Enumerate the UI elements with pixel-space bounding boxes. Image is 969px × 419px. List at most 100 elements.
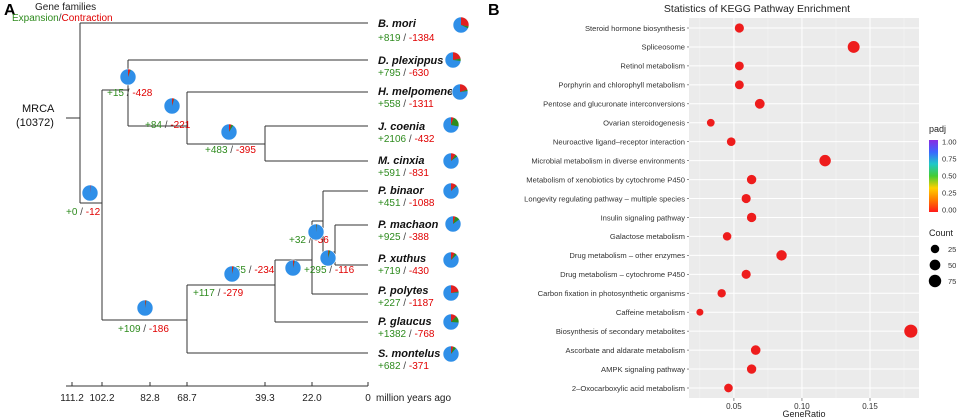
point-biosynthesis-of-secondary-metabolites xyxy=(904,324,918,338)
species-m-cinxia-pie-expansion-slice xyxy=(451,154,458,161)
category-label-caffeine-metabolism: Caffeine metabolism xyxy=(616,308,685,317)
category-label-drug-metabolism-other-enzymes: Drug metabolism – other enzymes xyxy=(569,251,685,260)
species-s-montelus-label: S. montelus xyxy=(378,348,440,360)
node-n_root_split-pie-contraction-slice xyxy=(90,185,91,193)
species-d-plexippus-pie-contraction-slice xyxy=(453,51,461,60)
node-n_pap4-pie-outline xyxy=(319,249,337,267)
node-n_root_split-changes-loss: -12 xyxy=(86,207,101,218)
category-label-porphyrin-and-chlorophyll-metabolism: Porphyrin and chlorophyll metabolism xyxy=(558,81,685,90)
node-n_dplex-changes: +15 / -428 xyxy=(107,88,153,99)
data-points xyxy=(696,23,918,393)
category-label-microbial-metabolism-in-diverse-environments: Microbial metabolism in diverse environm… xyxy=(531,156,685,165)
plot-area xyxy=(689,18,919,398)
species-b-mori-changes: +819 / -1384 xyxy=(378,33,435,44)
species-p-glaucus-pie-expansion-slice xyxy=(451,316,460,323)
pie-charts xyxy=(81,16,470,363)
point-ampk-signaling-pathway xyxy=(746,364,757,374)
internal-node-labels: +0 / -12+15 / -428+84 / -221+483 / -395+… xyxy=(66,88,355,335)
species-h-melpomene-changes-loss: -1311 xyxy=(409,99,434,110)
species-m-cinxia-changes-loss: -831 xyxy=(409,168,429,179)
node-n_papilio_split-pie-outline xyxy=(136,299,154,317)
category-label-carbon-fixation-in-photosynthetic-organisms: Carbon fixation in photosynthetic organi… xyxy=(538,289,686,298)
species-p-glaucus-changes: +1382 / -768 xyxy=(378,329,435,340)
species-p-machaon-changes: +925 / -388 xyxy=(378,232,429,243)
category-label-retinol-metabolism: Retinol metabolism xyxy=(620,62,685,71)
species-p-polytes-changes: +227 / -1187 xyxy=(378,298,434,309)
species-d-plexippus-changes-gain: +795 xyxy=(378,68,401,79)
node-n_pap3-pie-contraction-slice xyxy=(316,224,317,232)
species-h-melpomene-pie xyxy=(451,83,469,101)
species-j-coenia-changes: +2106 / -432 xyxy=(378,134,435,145)
x-tick-label-2: 0.15 xyxy=(862,402,878,411)
species-h-melpomene-label: H. melpomene xyxy=(378,86,453,98)
species-p-glaucus-pie-contraction-slice xyxy=(451,314,457,322)
species-p-glaucus-label: P. glaucus xyxy=(378,316,432,328)
x-axis: 0.05 0.10 0.15 xyxy=(726,398,878,411)
node-n_pap3-changes-gain: +32 xyxy=(289,235,306,246)
species-s-montelus-changes-gain: +682 xyxy=(378,361,401,372)
node-n_heli-changes-divider: / xyxy=(162,120,170,131)
node-n_papilio_split-pie xyxy=(136,299,154,317)
padj-legend-title: padj xyxy=(929,124,946,134)
species-d-plexippus-pie-expansion-slice xyxy=(453,58,461,62)
point-porphyrin-and-chlorophyll-metabolism xyxy=(734,80,744,90)
species-j-coenia-changes-loss: -432 xyxy=(414,134,434,145)
count-legend-label-50: 50 xyxy=(948,261,956,270)
node-n_jcoenia-pie-contraction-slice xyxy=(229,124,232,132)
species-j-coenia-pie-contraction-slice xyxy=(451,117,454,125)
species-j-coenia-pie xyxy=(442,116,460,134)
padj-tick-2: 0.50 xyxy=(942,172,957,181)
node-n_heli-pie xyxy=(163,97,181,115)
category-label-drug-metabolism-cytochrome-p450: Drug metabolism – cytochrome P450 xyxy=(560,270,685,279)
chart-title: Statistics of KEGG Pathway Enrichment xyxy=(664,3,850,15)
gridlines xyxy=(689,18,919,398)
node-n_pap-changes-gain: +117 xyxy=(193,288,215,299)
node-n_jcoenia-pie-expansion-slice xyxy=(229,124,234,132)
node-n_jcoenia-changes: +483 / -395 xyxy=(205,145,256,156)
species-p-glaucus-changes-gain: +1382 xyxy=(378,329,407,340)
species-p-xuthus-pie-outline xyxy=(442,251,460,269)
species-b-mori-pie xyxy=(452,16,470,34)
species-s-montelus-pie xyxy=(442,345,460,363)
species-p-machaon-changes-divider: / xyxy=(401,232,409,243)
point-2-oxocarboxylic-acid-metabolism xyxy=(724,383,733,393)
node-n_dplex-changes-divider: / xyxy=(124,88,132,99)
species-h-melpomene-changes: +558 / -1311 xyxy=(378,99,434,110)
species-b-mori-changes-divider: / xyxy=(401,33,409,44)
count-legend-label-75: 75 xyxy=(948,277,956,286)
species-p-machaon-pie-expansion-slice xyxy=(453,216,460,224)
expansion-label: Expansion xyxy=(12,13,59,24)
species-d-plexippus-pie xyxy=(444,51,462,69)
category-label-2-oxocarboxylic-acid-metabolism: 2–Oxocarboxylic acid metabolism xyxy=(572,384,685,393)
time-axis-unit: million years ago xyxy=(376,393,451,404)
node-n_pap-pie-outline xyxy=(223,265,241,283)
count-legend: Count 25 50 75 xyxy=(928,228,956,288)
species-m-cinxia-pie xyxy=(442,152,460,170)
species-d-plexippus-changes-divider: / xyxy=(401,68,409,79)
padj-legend: padj 1.00 0.75 0.50 0.25 0.00 xyxy=(929,124,957,215)
node-n_heli-changes: +84 / -221 xyxy=(145,120,191,131)
node-n_pap2-pie-expansion-slice xyxy=(293,260,295,268)
node-n_jcoenia-changes-loss: -395 xyxy=(236,145,256,156)
padj-tick-1: 0.75 xyxy=(942,155,957,164)
node-n_dplex-pie-expansion-slice xyxy=(128,69,131,77)
species-p-binaor-pie-contraction-slice xyxy=(451,183,457,191)
species-p-polytes-pie-contraction-slice xyxy=(451,285,459,293)
category-label-galactose-metabolism: Galactose metabolism xyxy=(610,232,685,241)
category-label-metabolism-of-xenobiotics-by-cytochrome-p450: Metabolism of xenobiotics by cytochrome … xyxy=(526,175,685,184)
node-n_papilio_split-changes: +109 / -186 xyxy=(118,324,169,335)
point-ascorbate-and-aldarate-metabolism xyxy=(750,345,761,355)
count-legend-dot-75 xyxy=(928,274,942,288)
count-legend-title: Count xyxy=(929,228,954,238)
point-insulin-signaling-pathway xyxy=(746,212,757,223)
point-pentose-and-glucuronate-interconversions xyxy=(754,98,765,109)
species-p-binaor-changes-gain: +451 xyxy=(378,198,401,209)
species-b-mori-changes-loss: -1384 xyxy=(409,33,435,44)
species-h-melpomene-changes-divider: / xyxy=(401,99,409,110)
node-n_dplex-pie-outline xyxy=(119,68,137,86)
species-p-machaon-changes-loss: -388 xyxy=(409,232,429,243)
species-p-polytes-changes-loss: -1187 xyxy=(409,298,434,309)
node-n_root_split-pie-outline xyxy=(81,184,99,202)
node-n_papilio_split-pie-contraction-slice xyxy=(145,300,147,308)
species-d-plexippus-changes: +795 / -630 xyxy=(378,68,429,79)
